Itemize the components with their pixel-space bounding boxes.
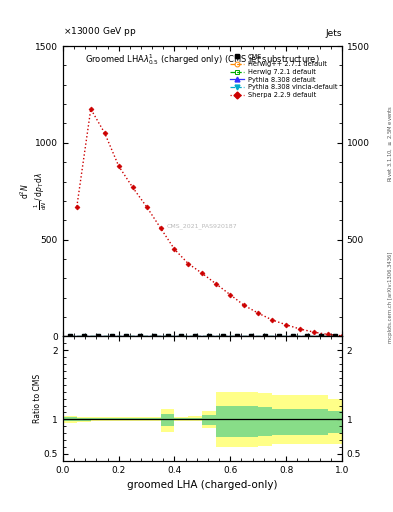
Text: Jets: Jets — [325, 29, 342, 38]
Y-axis label: Ratio to CMS: Ratio to CMS — [33, 374, 42, 423]
Text: mcplots.cern.ch [arXiv:1306.3436]: mcplots.cern.ch [arXiv:1306.3436] — [388, 251, 393, 343]
Legend: CMS, Herwig++ 2.7.1 default, Herwig 7.2.1 default, Pythia 8.308 default, Pythia : CMS, Herwig++ 2.7.1 default, Herwig 7.2.… — [228, 52, 339, 99]
Y-axis label: $\mathrm{d}^2N$
$\frac{1}{\mathrm{d}N}\,/\,\mathrm{d}p_T\,\mathrm{d}\lambda$: $\mathrm{d}^2N$ $\frac{1}{\mathrm{d}N}\,… — [18, 172, 49, 210]
Text: $\times$13000 GeV pp: $\times$13000 GeV pp — [63, 25, 136, 38]
Text: CMS_2021_PAS920187: CMS_2021_PAS920187 — [167, 223, 238, 229]
Text: Rivet 3.1.10, $\geq$ 2.5M events: Rivet 3.1.10, $\geq$ 2.5M events — [386, 105, 393, 182]
X-axis label: groomed LHA (charged-only): groomed LHA (charged-only) — [127, 480, 277, 490]
Text: Groomed LHA$\lambda^1_{0.5}$ (charged only) (CMS jet substructure): Groomed LHA$\lambda^1_{0.5}$ (charged on… — [85, 52, 320, 67]
